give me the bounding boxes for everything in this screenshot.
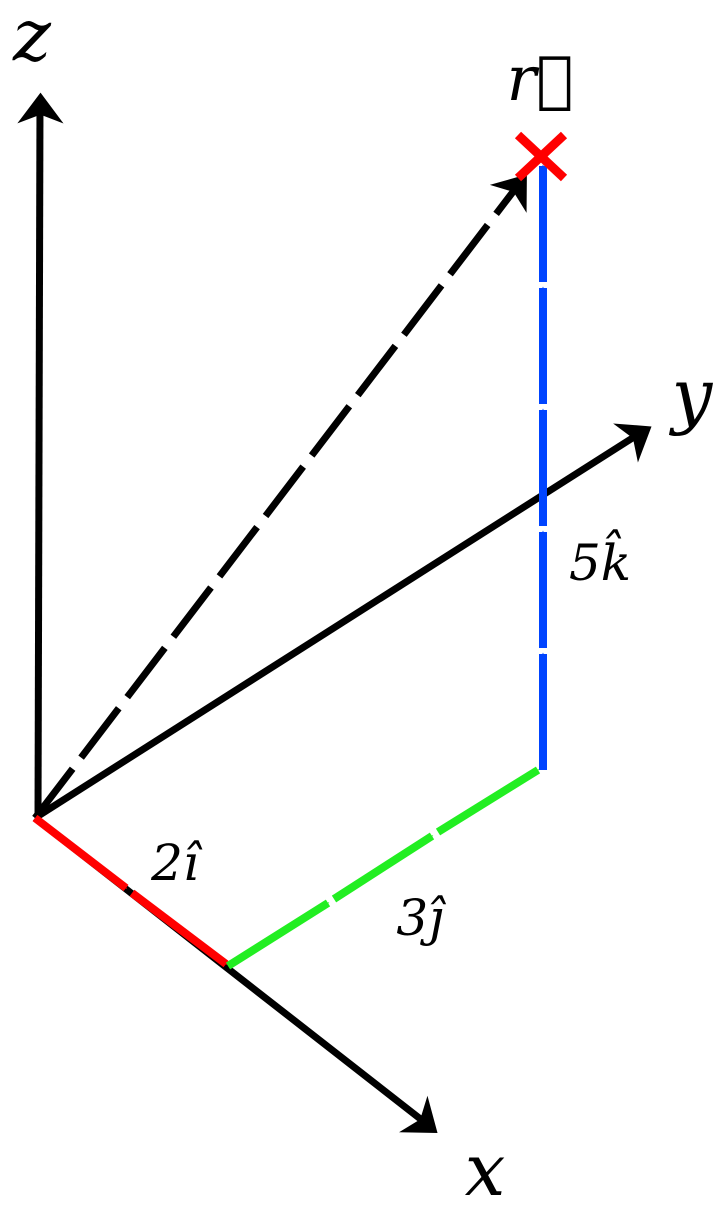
- target-cross: [514, 131, 568, 182]
- z-label: z: [12, 0, 52, 77]
- j-component: [225, 766, 541, 970]
- j-label: 3ĵ: [396, 889, 446, 947]
- i-label: 2î: [150, 834, 203, 892]
- x-label: x: [465, 1128, 506, 1208]
- i-component: [32, 814, 229, 968]
- y-axis: [33, 423, 652, 821]
- position-vector: [32, 174, 527, 821]
- y-label: y: [669, 353, 714, 437]
- r-label: r⃗: [507, 42, 574, 115]
- z-axis: [17, 92, 64, 819]
- k-label: 5k̂: [569, 528, 631, 592]
